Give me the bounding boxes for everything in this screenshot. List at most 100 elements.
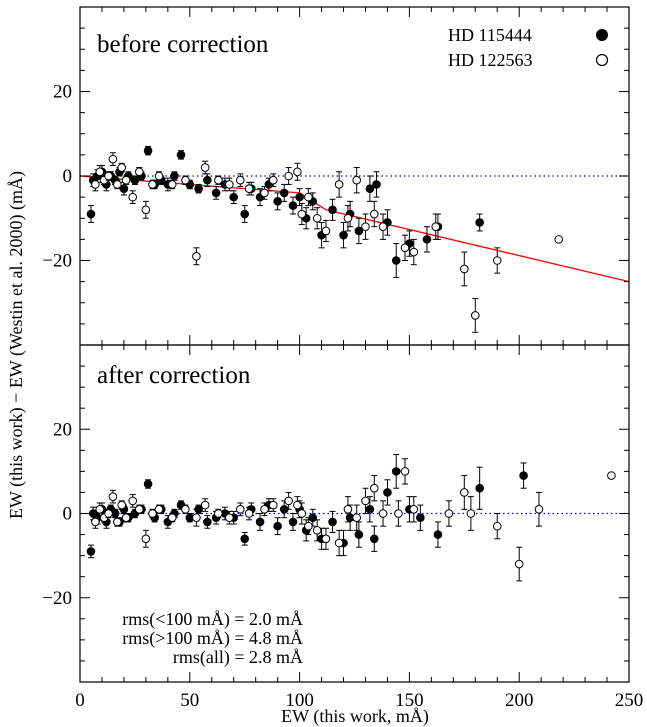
y-tick-label: −20 xyxy=(42,251,72,272)
data-point-hd115444 xyxy=(279,188,289,198)
data-point-hd122563 xyxy=(117,500,127,510)
data-point-hd115444 xyxy=(328,205,337,215)
data-point-hd115444 xyxy=(372,180,381,189)
data-point-hd115444 xyxy=(391,467,401,476)
data-point-hd122563 xyxy=(121,175,131,185)
data-point-hd122563 xyxy=(444,509,454,518)
data-point-hd122563 xyxy=(400,243,410,253)
data-point-hd122563 xyxy=(148,180,157,189)
data-point-hd115444 xyxy=(288,517,298,527)
data-point-hd122563 xyxy=(321,226,331,236)
y-tick-label: −20 xyxy=(42,588,72,609)
data-point-hd115444 xyxy=(203,175,212,185)
data-point-hd115444 xyxy=(354,530,364,539)
data-point-hd115444 xyxy=(365,184,375,193)
x-tick-label: 150 xyxy=(395,690,424,711)
data-point-hd115444 xyxy=(295,192,304,202)
y-tick-label: 20 xyxy=(53,82,72,103)
data-point-hd122563 xyxy=(108,154,118,164)
data-point-hd122563 xyxy=(361,222,370,231)
data-point-hd122563 xyxy=(297,209,307,219)
data-point-hd122563 xyxy=(260,504,269,514)
data-point-hd122563 xyxy=(181,504,190,514)
data-point-hd122563 xyxy=(400,467,410,476)
data-point-hd115444 xyxy=(475,218,484,227)
data-point-hd122563 xyxy=(378,509,388,518)
data-point-hd122563 xyxy=(154,504,164,514)
data-point-hd122563 xyxy=(214,509,223,518)
data-point-hd122563 xyxy=(460,264,469,274)
x-tick-label: 0 xyxy=(75,690,85,711)
data-point-hd122563 xyxy=(95,167,105,177)
data-point-hd115444 xyxy=(211,188,221,198)
data-point-hd122563 xyxy=(128,192,138,202)
y-axis-title: EW (this work) − EW (Westin et al. 2000)… xyxy=(6,171,27,519)
data-point-hd122563 xyxy=(343,504,353,514)
x-tick-label: 50 xyxy=(180,690,199,711)
data-point-hd122563 xyxy=(394,509,403,518)
data-point-hd122563 xyxy=(214,175,223,185)
data-point-hd115444 xyxy=(339,230,348,240)
data-point-hd122563 xyxy=(134,167,144,177)
data-point-hd115444 xyxy=(86,209,96,219)
data-point-hd122563 xyxy=(321,534,331,544)
data-point-hd122563 xyxy=(343,213,353,223)
data-point-hd115444 xyxy=(229,192,239,202)
data-point-hd122563 xyxy=(128,496,138,506)
data-point-hd115444 xyxy=(391,256,401,265)
data-point-hd122563 xyxy=(470,311,480,320)
data-point-hd122563 xyxy=(409,504,419,514)
data-point-hd122563 xyxy=(492,521,502,531)
legend-label-hd115444: HD 115444 xyxy=(448,25,532,45)
data-point-hd122563 xyxy=(225,180,234,189)
data-point-hd115444 xyxy=(354,226,364,236)
data-point-hd122563 xyxy=(352,175,361,185)
data-point-hd115444 xyxy=(433,530,443,539)
data-point-hd115444 xyxy=(273,197,282,206)
bottom-panel-title: after correction xyxy=(97,362,251,389)
data-point-hd122563 xyxy=(141,205,151,215)
data-point-hd122563 xyxy=(431,222,441,231)
data-point-hd122563 xyxy=(492,256,502,265)
data-point-hd115444 xyxy=(240,534,249,544)
data-point-hd122563 xyxy=(334,180,344,189)
data-point-hd122563 xyxy=(113,517,122,527)
data-point-hd122563 xyxy=(284,171,293,181)
data-point-hd115444 xyxy=(203,517,212,527)
data-point-hd122563 xyxy=(244,509,254,518)
data-point-hd115444 xyxy=(143,479,153,489)
legend-marker-open xyxy=(595,53,609,67)
data-point-hd115444 xyxy=(143,146,153,155)
data-point-hd122563 xyxy=(95,504,105,514)
data-point-hd115444 xyxy=(240,209,249,219)
data-point-hd122563 xyxy=(284,496,293,506)
data-point-hd122563 xyxy=(369,483,379,493)
data-point-hd122563 xyxy=(104,171,113,181)
data-point-hd122563 xyxy=(104,509,113,518)
data-point-hd122563 xyxy=(113,180,122,189)
data-point-hd115444 xyxy=(422,235,432,244)
top-panel: before correction HD 115444 HD 122563 −2… xyxy=(42,6,630,346)
data-point-hd122563 xyxy=(293,167,302,177)
data-point-hd115444 xyxy=(369,534,379,544)
data-point-hd115444 xyxy=(328,517,337,527)
data-point-hd122563 xyxy=(554,235,564,244)
data-point-hd122563 xyxy=(154,171,164,181)
data-point-hd122563 xyxy=(369,209,379,219)
x-tick-label: 100 xyxy=(285,690,314,711)
data-point-hd115444 xyxy=(416,513,425,523)
rms-annotation-low: rms(<100 mÅ) = 2.0 mÅ xyxy=(122,609,303,630)
data-point-hd122563 xyxy=(293,500,302,510)
x-axis-title: EW (this work, mÅ) xyxy=(281,706,429,727)
data-point-hd122563 xyxy=(200,163,210,172)
data-point-hd122563 xyxy=(117,163,127,172)
data-point-hd122563 xyxy=(304,192,313,202)
data-point-hd122563 xyxy=(192,251,201,261)
data-point-hd122563 xyxy=(108,492,118,501)
x-tick-label: 200 xyxy=(505,690,534,711)
data-point-hd122563 xyxy=(121,513,131,523)
data-point-hd122563 xyxy=(192,513,201,523)
data-point-hd122563 xyxy=(167,513,177,523)
